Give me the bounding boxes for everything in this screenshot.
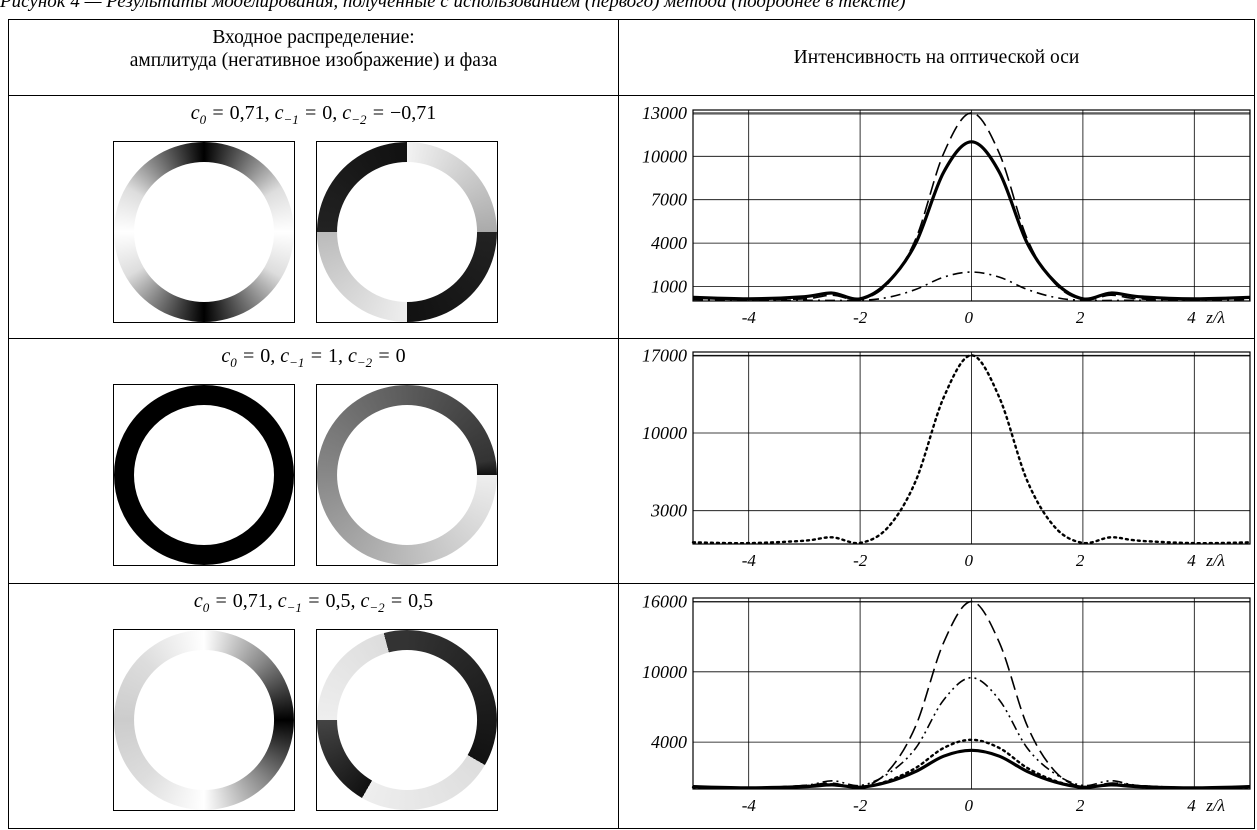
x-tick-label: -4: [742, 796, 757, 815]
x-tick-label: -2: [853, 551, 868, 570]
x-tick-label: 2: [1076, 308, 1085, 327]
x-tick-label: 4: [1187, 308, 1196, 327]
series-line-dashed: [692, 600, 1251, 789]
x-tick-label: 4: [1187, 796, 1196, 815]
y-tick-label: 4000: [651, 233, 687, 253]
x-tick-label: 2: [1076, 796, 1085, 815]
x-tick-label: -2: [853, 796, 868, 815]
results-table: Входное распределение: амплитуда (негати…: [8, 18, 1255, 830]
series-line-dash-dot-dot: [692, 676, 1251, 789]
chart-row2: -4 -2 0 2 4 z/λ 17000 10000 3000: [642, 346, 1252, 570]
y-tick-label: 7000: [651, 190, 687, 210]
header-axial-intensity: Интенсивность на оптической оси: [618, 18, 1255, 97]
x-tick-label: 4: [1187, 551, 1196, 570]
series-line-solid: [692, 140, 1251, 301]
x-tick-label: 2: [1076, 551, 1085, 570]
row1-plot-cell: -4 -2 0 2 4 z/λ 13000 10000 7000 4000 1000: [618, 95, 1255, 340]
y-tick-label: 10000: [642, 146, 687, 166]
amplitude-ring-icon: [113, 384, 295, 567]
row2-input-cell: c0 = 0, c−1 = 1, c−2 = 0: [8, 338, 619, 584]
x-axis-label: z/λ: [1205, 551, 1225, 570]
row1-input-cell: c0 = 0,71, c−1 = 0, c−2 = −0,71: [8, 95, 619, 340]
y-tick-label: 16000: [642, 591, 687, 611]
phase-ring-icon: [316, 384, 498, 567]
x-tick-label: -4: [742, 308, 757, 327]
phase-ring-icon: [316, 628, 498, 811]
header-input-distribution: Входное распределение: амплитуда (негати…: [8, 18, 619, 97]
x-axis-label: z/λ: [1205, 308, 1225, 327]
row2-condition: c0 = 0, c−1 = 1, c−2 = 0: [221, 345, 406, 371]
row1-condition: c0 = 0,71, c−1 = 0, c−2 = −0,71: [190, 102, 437, 128]
row3-input-cell: c0 = 0,71, c−1 = 0,5, c−2 = 0,5: [8, 582, 619, 830]
phase-ring-icon: [316, 141, 498, 324]
x-axis-label: z/λ: [1205, 796, 1225, 815]
x-tick-label: -4: [742, 551, 757, 570]
x-tick-label: 0: [965, 551, 974, 570]
chart-row1: -4 -2 0 2 4 z/λ 13000 10000 7000 4000 1000: [642, 103, 1251, 327]
series-line-dashed: [692, 112, 1251, 301]
x-tick-label: -2: [853, 308, 868, 327]
chart-row3: -4 -2 0 2 4 z/λ 16000 10000 4000: [642, 591, 1252, 815]
header-left-line1: Входное распределение:: [212, 27, 415, 48]
x-tick-label: 0: [965, 308, 974, 327]
y-tick-label: 13000: [642, 103, 687, 123]
x-tick-label: 0: [965, 796, 974, 815]
y-tick-label: 10000: [642, 662, 687, 682]
figure-caption-fragment: Рисунок 4 — Результаты моделирования, по…: [0, 0, 906, 11]
amplitude-ring-icon: [113, 141, 295, 324]
y-tick-label: 3000: [650, 501, 687, 521]
header-left-line2: амплитуда (негативное изображение) и фаз…: [129, 50, 498, 71]
series-line-solid: [692, 748, 1251, 790]
amplitude-ring-icon: [113, 628, 295, 811]
y-tick-label: 17000: [642, 346, 687, 366]
y-tick-label: 4000: [651, 732, 687, 752]
row3-condition: c0 = 0,71, c−1 = 0,5, c−2 = 0,5: [193, 589, 434, 615]
y-tick-label: 10000: [642, 423, 687, 443]
series-line-dotted: [691, 354, 1252, 545]
row2-plot-cell: -4 -2 0 2 4 z/λ 17000 10000 3000: [618, 338, 1255, 584]
y-tick-label: 1000: [651, 277, 687, 297]
row3-plot-cell: -4 -2 0 2 4 z/λ 16000 10000 4000: [618, 582, 1255, 830]
